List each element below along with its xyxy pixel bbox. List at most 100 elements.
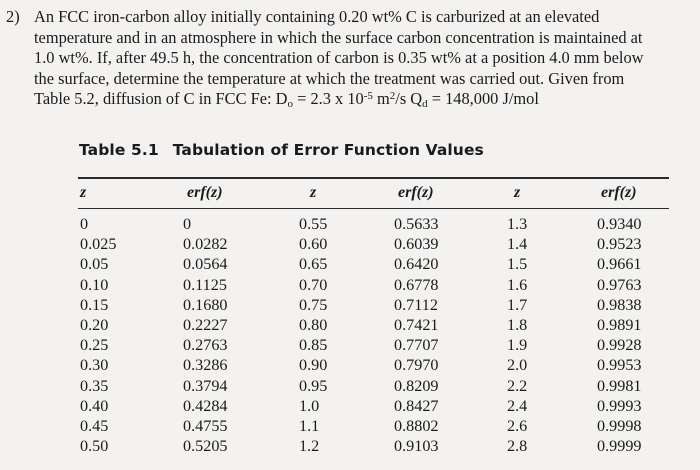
problem-line: temperature and in an atmosphere in whic… (34, 27, 643, 47)
given-prefix: Table 5.2, diffusion of C in FCC Fe: D (34, 89, 288, 108)
table-cell: 0.4755 (183, 416, 228, 435)
column-header-erf: erf(z) (398, 184, 434, 201)
q-subscript: d (422, 98, 428, 110)
table-cell: 0.9981 (597, 376, 642, 395)
column-header-erf: erf(z) (187, 184, 223, 201)
table-top-rule (78, 177, 669, 179)
table-cell: 1.5 (507, 255, 528, 274)
table-cell: 0.60 (299, 235, 328, 254)
table-label: Table 5.1 (79, 141, 159, 159)
table-cell: 0 (80, 215, 89, 233)
table-cell: 0.75 (299, 295, 328, 314)
table-cell: 0.4284 (183, 396, 228, 415)
table-cell: 0.90 (299, 356, 328, 375)
table-cell: 0.9928 (597, 336, 642, 355)
table-cell: 0.9891 (597, 315, 642, 334)
table-cell: 0.025 (80, 235, 117, 254)
table-cell: 2.0 (507, 356, 528, 375)
table-cell: 0.6039 (394, 235, 439, 254)
given-unit: m (372, 89, 390, 108)
table-header-rule (78, 208, 669, 209)
problem-given-line: Table 5.2, diffusion of C in FCC Fe: Do … (34, 89, 539, 110)
table-cell: 0.9999 (597, 437, 642, 456)
table-cell: 0.40 (80, 396, 109, 415)
table-cell: 0.9998 (597, 416, 642, 435)
table-cell: 0.1680 (183, 295, 228, 314)
table-caption: Table 5.1 Tabulation of Error Function Va… (79, 141, 484, 159)
table-cell: 0.0564 (183, 255, 228, 274)
table-cell: 0.5205 (183, 437, 228, 456)
table-column: 0.55 0.60 0.65 0.70 0.75 0.80 0.85 0.90 0.95 1.0 1… (299, 214, 327, 456)
exponent: -5 (363, 90, 373, 102)
table-cell: 0 (183, 215, 192, 233)
table-cell: 0.8427 (394, 396, 439, 415)
table-cell: 0.3794 (183, 376, 228, 395)
table-cell: 0.9661 (597, 255, 642, 274)
table-column: 0.9340 0.9523 0.9661 0.9763 0.9838 0.9891 0.99… (597, 214, 642, 456)
table-cell: 0.7421 (394, 315, 439, 334)
table-cell: 0.30 (80, 356, 109, 375)
table-cell: 0.9763 (597, 275, 642, 294)
table-cell: 1.7 (507, 295, 528, 314)
problem-line: 1.0 wt%. If, after 49.5 h, the concentra… (34, 48, 644, 67)
table-cell: 0.95 (299, 376, 328, 395)
table-cell: 0.25 (80, 336, 109, 355)
table-cell: 2.4 (507, 396, 528, 415)
given-q-value: = 148,000 J/mol (427, 89, 539, 108)
table-cell: 0.3286 (183, 356, 228, 375)
table-cell: 0.9103 (394, 437, 439, 456)
table-cell: 0.80 (299, 315, 328, 334)
table-cell: 1.2 (299, 437, 320, 456)
table-cell: 0.15 (80, 295, 109, 314)
table-cell: 0.1125 (183, 275, 227, 294)
table-cell: 0.9993 (597, 396, 642, 415)
table-cell: 0.10 (80, 275, 109, 294)
table-cell: 1.9 (507, 336, 528, 355)
problem-line: the surface, determine the temperature a… (34, 68, 625, 88)
table-cell: 0.7707 (394, 336, 439, 355)
problem-line: An FCC iron-carbon alloy initially conta… (34, 7, 600, 26)
table-cell: 0.50 (80, 437, 109, 456)
table-cell: 0.6778 (394, 275, 439, 294)
table-cell: 0.9523 (597, 235, 642, 254)
table-cell: 0.35 (80, 376, 109, 395)
column-header-erf: erf(z) (601, 184, 637, 201)
table-cell: 0.8802 (394, 416, 439, 435)
problem-number: 2) (6, 7, 20, 26)
table-cell: 0.5633 (394, 215, 439, 233)
table-column: 1.3 1.4 1.5 1.6 1.7 1.8 1.9 2.0 2.2 2.4 2.6 2.8 (507, 214, 527, 456)
table-cell: 2.8 (507, 437, 528, 456)
table-cell: 0.20 (80, 315, 109, 334)
table-cell: 0.85 (299, 336, 328, 355)
table-cell: 0.9838 (597, 295, 642, 314)
table-column: 0 0.025 0.05 0.10 0.15 0.20 0.25 0.30 0.35 0.40 0.… (80, 214, 116, 456)
table-cell: 1.1 (299, 416, 320, 435)
table-cell: 0.2763 (183, 336, 228, 355)
table-cell: 0.55 (299, 215, 328, 233)
table-cell: 0.9953 (597, 356, 642, 375)
table-cell: 1.6 (507, 275, 528, 294)
table-cell: 0.45 (80, 416, 109, 435)
table-cell: 0.05 (80, 255, 109, 274)
unit-superscript: 2 (389, 90, 396, 102)
table-cell: 1.0 (299, 396, 320, 415)
column-header-z: z (514, 184, 521, 201)
table-cell: 0.7112 (394, 295, 438, 314)
table-cell: 2.2 (507, 376, 528, 395)
given-eq: = 2.3 x 10 (293, 89, 364, 108)
table-cell: 2.6 (507, 416, 528, 435)
table-cell: 1.4 (507, 235, 528, 254)
table-cell: 0.65 (299, 255, 328, 274)
table-cell: 0.2227 (183, 315, 228, 334)
d-subscript: o (287, 98, 294, 110)
table-title: Tabulation of Error Function Values (172, 141, 484, 159)
given-unit-tail: /s Q (395, 89, 423, 108)
table-column: 0 0.0282 0.0564 0.1125 0.1680 0.2227 0.2763 0.3… (183, 214, 228, 456)
table-cell: 0.9340 (597, 215, 642, 233)
table-cell: 0.7970 (394, 356, 439, 375)
table-cell: 0.0282 (183, 235, 228, 254)
table-cell: 0.6420 (394, 255, 439, 274)
column-header-z: z (310, 184, 317, 201)
table-cell: 1.8 (507, 315, 528, 334)
table-column: 0.5633 0.6039 0.6420 0.6778 0.7112 0.7421 0.77… (394, 214, 439, 456)
